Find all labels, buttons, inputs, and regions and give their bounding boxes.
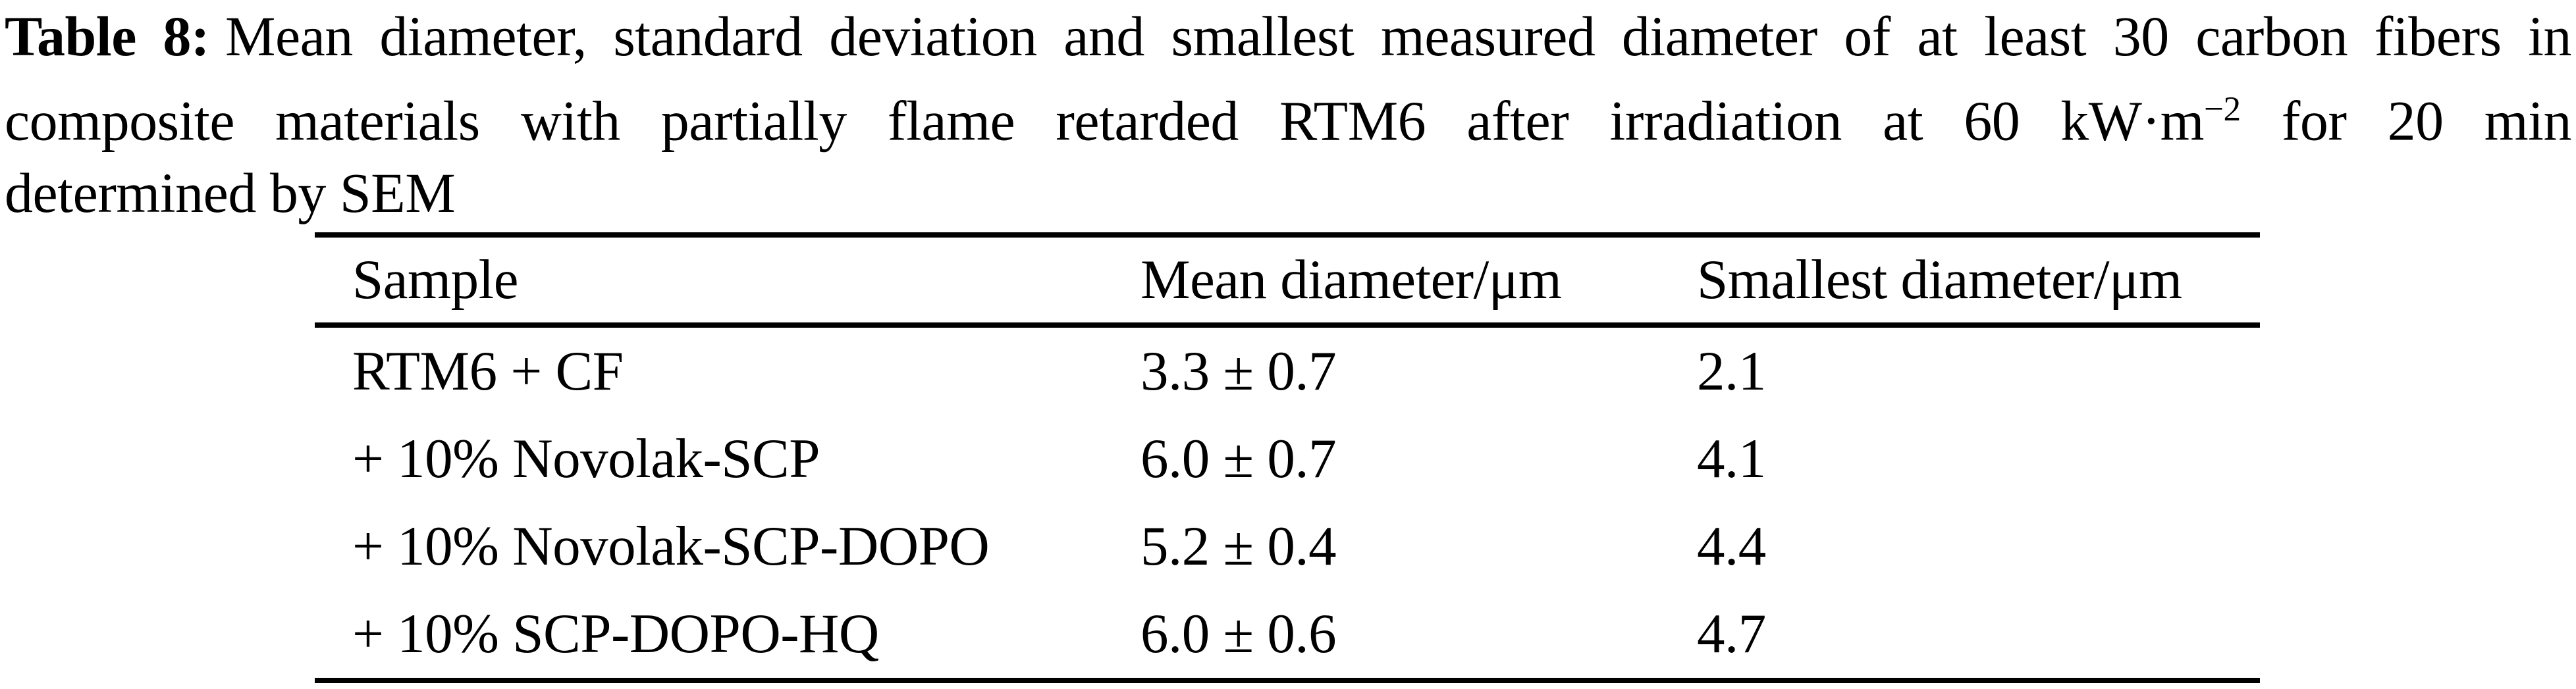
column-header-smallest-diameter: Smallest diameter/μm [1697, 249, 2182, 311]
caption-line-1-text: Mean diameter, standard deviation and sm… [225, 5, 2571, 68]
caption-table-label: Table 8: [5, 5, 210, 68]
sample-cell: + 10% SCP-DOPO-HQ [352, 603, 879, 665]
column-header-mean-diameter: Mean diameter/μm [1140, 249, 1562, 311]
caption-line-2: composite materials with partially flame… [5, 72, 2572, 157]
caption-line-2-text: composite materials with partially flame… [5, 89, 2204, 153]
mean-diameter-cell: 5.2 ± 0.4 [1140, 515, 1337, 577]
smallest-diameter-cell: 4.1 [1697, 428, 1766, 490]
caption-line-2-tail: for 20 min [2281, 89, 2572, 153]
caption-line-1: Table 8: Mean diameter, standard deviatio… [5, 0, 2571, 72]
mean-diameter-cell: 6.0 ± 0.6 [1140, 603, 1337, 665]
table-header-row: Sample Mean diameter/μm Smallest diamete… [315, 238, 2260, 328]
table-row: + 10% SCP-DOPO-HQ 6.0 ± 0.6 4.7 [315, 590, 2260, 678]
smallest-diameter-cell: 2.1 [1697, 340, 1766, 402]
table-caption: Table 8: Mean diameter, standard deviatio… [5, 0, 2572, 229]
sample-cell: + 10% Novolak-SCP-DOPO [352, 515, 990, 577]
mean-diameter-cell: 3.3 ± 0.7 [1140, 340, 1337, 402]
table-row: + 10% Novolak-SCP 6.0 ± 0.7 4.1 [315, 415, 2260, 503]
caption-superscript-exponent: −2 [2203, 89, 2241, 128]
table-row: + 10% Novolak-SCP-DOPO 5.2 ± 0.4 4.4 [315, 503, 2260, 590]
caption-line-3: determined by SEM [5, 161, 456, 225]
sample-cell: RTM6 + CF [352, 340, 624, 402]
fiber-diameter-table: Sample Mean diameter/μm Smallest diamete… [315, 232, 2260, 683]
sample-cell: + 10% Novolak-SCP [352, 428, 820, 490]
mean-diameter-cell: 6.0 ± 0.7 [1140, 428, 1337, 490]
column-header-sample: Sample [352, 249, 518, 311]
smallest-diameter-cell: 4.4 [1697, 515, 1766, 577]
smallest-diameter-cell: 4.7 [1697, 603, 1766, 665]
table-row: RTM6 + CF 3.3 ± 0.7 2.1 [315, 328, 2260, 415]
